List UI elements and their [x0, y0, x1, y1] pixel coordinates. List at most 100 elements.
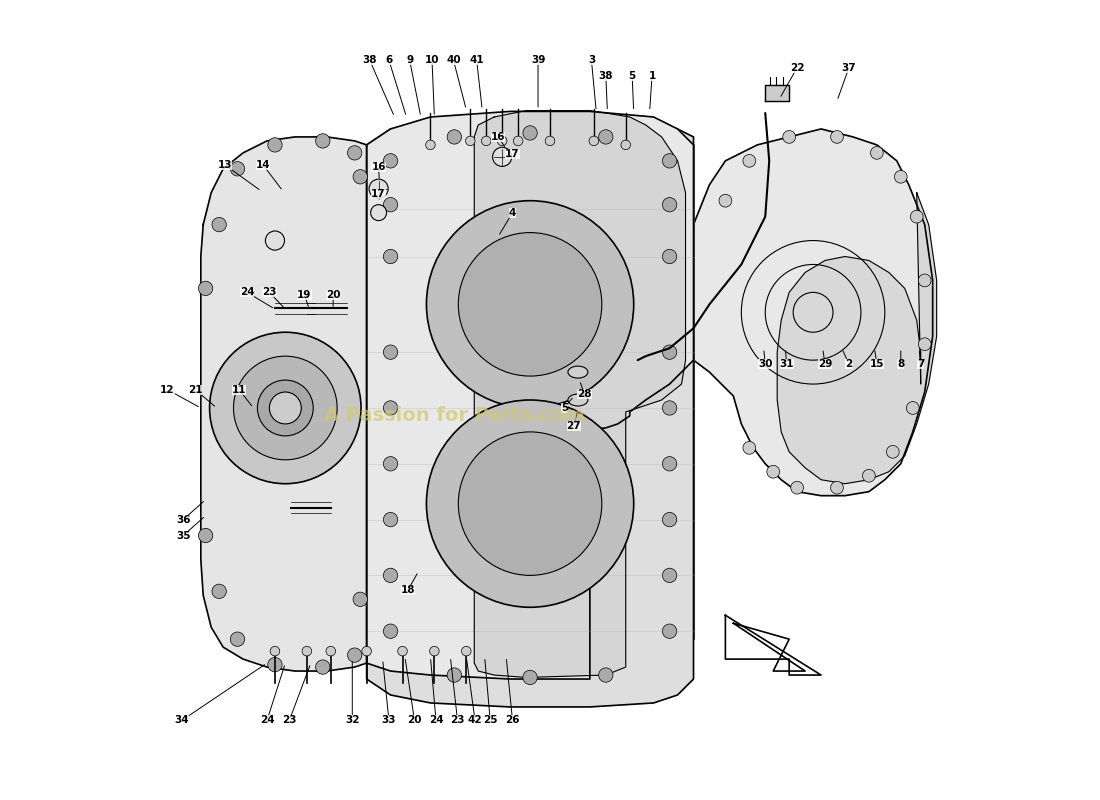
Text: 10: 10 — [425, 55, 439, 66]
Circle shape — [427, 400, 634, 607]
Circle shape — [870, 146, 883, 159]
Circle shape — [384, 250, 398, 264]
Circle shape — [430, 646, 439, 656]
Circle shape — [448, 668, 462, 682]
Circle shape — [783, 130, 795, 143]
Text: 30: 30 — [758, 359, 772, 369]
Polygon shape — [734, 623, 805, 671]
Text: 11: 11 — [232, 385, 246, 394]
Text: 24: 24 — [260, 715, 274, 726]
Circle shape — [384, 513, 398, 526]
Circle shape — [230, 632, 244, 646]
Circle shape — [830, 482, 844, 494]
Circle shape — [353, 170, 367, 184]
Text: 23: 23 — [262, 287, 276, 298]
Polygon shape — [201, 137, 366, 671]
Text: 27: 27 — [566, 421, 581, 430]
Text: 38: 38 — [598, 70, 613, 81]
Circle shape — [719, 194, 732, 207]
Text: 7: 7 — [917, 359, 924, 369]
Circle shape — [493, 147, 512, 166]
Circle shape — [384, 457, 398, 471]
Text: 17: 17 — [505, 150, 520, 159]
Text: 12: 12 — [161, 385, 175, 394]
Circle shape — [371, 205, 386, 221]
Circle shape — [662, 345, 676, 359]
Circle shape — [348, 648, 362, 662]
Circle shape — [233, 356, 337, 460]
Circle shape — [384, 345, 398, 359]
Circle shape — [198, 528, 212, 542]
Text: 3: 3 — [587, 55, 595, 66]
Circle shape — [384, 198, 398, 212]
Circle shape — [212, 584, 227, 598]
Circle shape — [662, 401, 676, 415]
Text: 35: 35 — [176, 530, 190, 541]
Text: 24: 24 — [240, 287, 254, 298]
Circle shape — [462, 646, 471, 656]
Circle shape — [497, 136, 507, 146]
Circle shape — [662, 198, 676, 212]
Circle shape — [271, 646, 279, 656]
Text: A Passion for Parts.com: A Passion for Parts.com — [324, 406, 585, 426]
Circle shape — [598, 130, 613, 144]
Circle shape — [598, 668, 613, 682]
Polygon shape — [474, 110, 685, 678]
Circle shape — [265, 231, 285, 250]
Circle shape — [302, 646, 311, 656]
Polygon shape — [366, 111, 693, 679]
Circle shape — [257, 380, 314, 436]
Circle shape — [887, 446, 899, 458]
Circle shape — [316, 660, 330, 674]
Polygon shape — [778, 193, 937, 484]
Circle shape — [662, 568, 676, 582]
Text: 24: 24 — [429, 715, 443, 726]
Text: 17: 17 — [372, 190, 386, 199]
Text: 20: 20 — [407, 715, 421, 726]
Text: 29: 29 — [818, 359, 833, 369]
Text: 32: 32 — [345, 715, 360, 726]
Text: 13: 13 — [218, 160, 232, 170]
Polygon shape — [693, 129, 933, 496]
Text: 9: 9 — [406, 55, 414, 66]
Text: 4: 4 — [509, 208, 516, 218]
Text: 18: 18 — [400, 585, 416, 594]
Polygon shape — [725, 615, 821, 675]
Circle shape — [911, 210, 923, 223]
Circle shape — [522, 670, 537, 685]
Text: 5: 5 — [561, 403, 568, 413]
Text: 22: 22 — [790, 62, 804, 73]
Text: 28: 28 — [578, 389, 592, 398]
Circle shape — [348, 146, 362, 160]
Circle shape — [368, 179, 388, 198]
Text: 40: 40 — [447, 55, 461, 66]
Ellipse shape — [568, 394, 587, 406]
Text: 21: 21 — [188, 385, 202, 394]
Circle shape — [662, 624, 676, 638]
Circle shape — [918, 274, 931, 286]
Circle shape — [742, 154, 756, 167]
Circle shape — [198, 282, 212, 295]
Circle shape — [906, 402, 920, 414]
Circle shape — [482, 136, 491, 146]
Polygon shape — [366, 145, 693, 639]
Circle shape — [384, 568, 398, 582]
Text: 23: 23 — [282, 715, 297, 726]
Circle shape — [459, 233, 602, 376]
Circle shape — [384, 624, 398, 638]
Circle shape — [384, 154, 398, 168]
Circle shape — [459, 432, 602, 575]
Circle shape — [662, 457, 676, 471]
Text: 15: 15 — [870, 359, 884, 369]
Text: 8: 8 — [898, 359, 904, 369]
Text: 5: 5 — [628, 70, 636, 81]
Circle shape — [830, 130, 844, 143]
Text: 20: 20 — [326, 290, 340, 300]
Polygon shape — [366, 117, 693, 707]
Circle shape — [326, 646, 336, 656]
Circle shape — [270, 392, 301, 424]
Text: 26: 26 — [505, 715, 520, 726]
Text: 16: 16 — [372, 162, 386, 172]
Circle shape — [514, 136, 522, 146]
Circle shape — [791, 482, 803, 494]
